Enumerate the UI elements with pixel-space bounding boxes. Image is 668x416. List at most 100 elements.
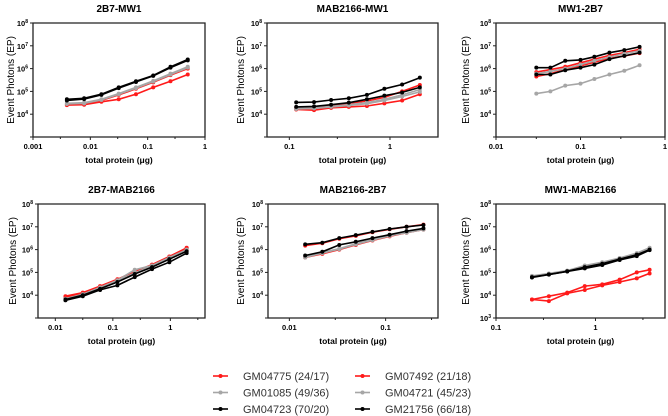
series-5	[529, 247, 652, 280]
panel-mab2166-2b7: MAB2166-2B7 104 105 106 107 108 0.01 0.1 total p…	[236, 185, 439, 346]
legend-item: GM04775 (24/17)	[213, 371, 329, 383]
data-point	[607, 72, 612, 77]
legend: GM04775 (24/17) GM07492 (21/18) GM01085 (4…	[213, 371, 471, 416]
y-tick-exponent: 8	[488, 200, 491, 206]
data-point	[582, 265, 587, 270]
y-tick-label: 104	[22, 291, 33, 300]
y-tick-exponent: 4	[25, 110, 28, 116]
x-axis-label: total protein (μg)	[88, 336, 156, 346]
data-point	[167, 257, 172, 262]
series-4	[534, 44, 642, 70]
legend-label: GM04723 (70/20)	[243, 404, 329, 416]
y-axis-label: Event Photons (EP)	[8, 217, 19, 305]
y-tick-exponent: 5	[259, 87, 262, 93]
data-point	[563, 58, 568, 63]
series-5	[294, 85, 422, 109]
data-point	[115, 283, 120, 288]
y-tick-label: 106	[22, 246, 33, 255]
data-point	[546, 272, 551, 277]
data-point	[534, 65, 539, 70]
data-point	[151, 79, 156, 84]
data-point	[150, 265, 155, 270]
y-tick-exponent: 8	[25, 19, 28, 25]
data-point	[99, 92, 104, 97]
data-point	[637, 63, 642, 68]
y-tick-exponent: 4	[260, 291, 263, 297]
x-tick-label: 0.1	[380, 323, 390, 332]
data-point	[337, 247, 342, 252]
data-point	[382, 86, 387, 91]
data-point	[168, 79, 173, 84]
series-line	[531, 272, 650, 302]
data-point	[578, 65, 583, 70]
y-tick-exponent: 6	[30, 246, 33, 252]
legend-item: GM01085 (49/36)	[213, 388, 329, 400]
panel-mw1-2b7: MW1-2B7 104 105 106 107 108 0.01 0.1 1 total prot…	[461, 4, 667, 165]
data-point	[353, 239, 358, 244]
x-axis-label: total protein (μg)	[319, 336, 387, 346]
series-line	[536, 50, 640, 75]
data-point	[529, 275, 534, 280]
data-point	[364, 101, 369, 106]
data-point	[421, 222, 426, 227]
data-point	[80, 293, 85, 298]
data-point	[167, 260, 172, 265]
legend-label: GM04775 (24/17)	[243, 371, 329, 383]
data-point	[364, 97, 369, 102]
y-tick-exponent: 4	[259, 110, 262, 116]
legend-item: GM21756 (66/18)	[355, 404, 471, 416]
data-point	[400, 98, 405, 103]
data-point	[82, 101, 87, 106]
data-point	[132, 267, 137, 272]
y-tick-exponent: 7	[488, 223, 491, 229]
y-axis-label: Event Photons (EP)	[236, 36, 247, 124]
data-point	[578, 57, 583, 62]
data-point	[647, 267, 652, 272]
y-tick-label: 106	[252, 246, 263, 255]
data-point	[133, 79, 138, 84]
data-point	[600, 261, 605, 266]
data-point	[563, 83, 568, 88]
y-tick-exponent: 5	[260, 268, 263, 274]
x-tick-label: 1	[203, 142, 207, 151]
data-point	[592, 76, 597, 81]
data-point	[294, 104, 299, 109]
data-point	[421, 226, 426, 231]
data-point	[582, 284, 587, 289]
data-point	[400, 90, 405, 95]
y-tick-exponent: 7	[30, 223, 33, 229]
plot-frame	[32, 22, 206, 138]
panel-2b7-mw1: 2B7-MW1 104 105 106 107 108 0.001 0.01 0.1 1 total…	[6, 4, 207, 165]
data-point	[607, 57, 612, 62]
data-point	[417, 85, 422, 90]
y-tick-exponent: 6	[488, 246, 491, 252]
data-point	[404, 224, 409, 229]
data-point	[346, 103, 351, 108]
y-tick-exponent: 8	[30, 200, 33, 206]
y-tick-label: 108	[480, 200, 491, 209]
data-point	[387, 227, 392, 232]
data-point	[133, 92, 138, 97]
data-point	[337, 242, 342, 247]
y-tick-exponent: 5	[25, 87, 28, 93]
data-point	[617, 257, 622, 262]
data-point	[151, 73, 156, 78]
x-tick-label: 0.1	[575, 142, 585, 151]
plot-frame	[495, 22, 666, 138]
data-point	[168, 65, 173, 70]
x-tick-label: 0.01	[282, 323, 297, 332]
data-point	[634, 276, 639, 281]
data-point	[382, 98, 387, 103]
data-point	[312, 100, 317, 105]
panel-title: MAB2166-MW1	[317, 4, 389, 15]
data-point	[132, 275, 137, 280]
y-tick-label: 104	[251, 110, 262, 119]
data-point	[133, 86, 138, 91]
data-point	[578, 81, 583, 86]
series-line	[296, 86, 421, 108]
plot-frame	[495, 203, 666, 319]
data-point	[82, 97, 87, 102]
data-point	[400, 82, 405, 87]
y-tick-exponent: 7	[488, 42, 491, 48]
series-line	[296, 91, 421, 110]
